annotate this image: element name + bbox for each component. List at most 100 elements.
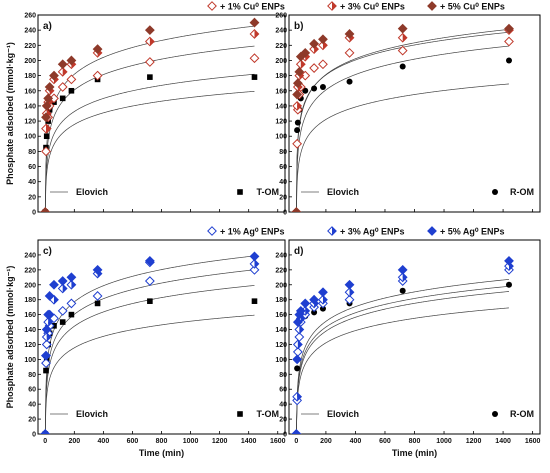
x-tick-label: 1200	[466, 438, 482, 445]
panel-label: c)	[43, 246, 52, 257]
y-tick-label: 240	[275, 252, 287, 259]
diamond-outline	[92, 268, 103, 279]
y-tick-label: 40	[279, 179, 287, 186]
panel-label: a)	[43, 21, 52, 32]
y-tick-label: 160	[24, 312, 36, 319]
data-point	[41, 324, 52, 335]
x-tick-label: 200	[68, 438, 80, 445]
data-point	[41, 332, 52, 342]
data-point	[57, 82, 68, 92]
data-point	[44, 291, 55, 301]
data-point	[68, 87, 75, 94]
data-point	[318, 294, 328, 305]
diamond-right-half	[71, 280, 76, 289]
y-tick-label: 0	[283, 432, 287, 439]
data-point	[144, 255, 155, 266]
data-point	[292, 391, 303, 402]
y-tick-label: 20	[28, 417, 36, 424]
data-point	[57, 283, 68, 294]
elovich-legend-label: Elovich	[76, 409, 108, 419]
diamond-left-half	[41, 124, 46, 133]
data-point	[66, 272, 77, 283]
y-tick-label: 100	[24, 134, 36, 141]
data-point	[144, 36, 155, 47]
data-point	[144, 25, 155, 36]
data-point	[300, 298, 311, 309]
elovich-fit-line	[296, 31, 510, 212]
elovich-legend-label: Elovich	[327, 187, 359, 197]
data-point	[66, 55, 77, 66]
diamond-right-half	[62, 67, 67, 77]
y-tick-label: 100	[24, 357, 36, 364]
diamond-left-half	[43, 317, 49, 327]
diamond-right-half	[349, 288, 354, 297]
data-point	[399, 287, 406, 294]
data-point	[144, 57, 155, 67]
x-tick-label: 1400	[241, 438, 257, 445]
data-point	[92, 264, 103, 275]
y-tick-label: 160	[24, 88, 36, 95]
data-point	[147, 74, 153, 80]
x-tick-label: 1200	[212, 438, 228, 445]
data-point	[318, 287, 328, 298]
legend-label: + 3% Cu⁰ ENPs	[340, 2, 405, 12]
data-point	[44, 82, 55, 92]
x-axis-label: Time (min)	[392, 448, 437, 458]
diamond-right-half	[45, 124, 51, 133]
legend-marker	[327, 226, 337, 236]
y-tick-label: 180	[275, 73, 287, 80]
data-point	[41, 358, 51, 369]
diamond-left-half	[295, 325, 300, 334]
diamond-outline	[504, 261, 514, 272]
data-point	[249, 264, 260, 275]
y-tick-label: 40	[279, 402, 287, 409]
diamond-right-half	[332, 226, 337, 236]
plot-frame	[37, 14, 286, 213]
series-3	[40, 17, 260, 212]
data-point	[397, 264, 408, 275]
data-point	[344, 287, 355, 298]
y-tick-label: 120	[275, 342, 287, 349]
control-legend-label: R-OM	[510, 187, 534, 197]
diamond-outline	[344, 32, 355, 43]
diamond-outline	[318, 294, 328, 305]
x-tick-label: 400	[350, 438, 362, 445]
y-tick-label: 120	[24, 342, 36, 349]
data-point	[399, 63, 406, 70]
legend-label: + 5% Ag⁰ ENPs	[440, 227, 505, 237]
y-tick-label: 160	[275, 88, 287, 95]
elovich-fit-line	[296, 279, 510, 434]
diamond-right-half	[46, 332, 51, 342]
control-legend-marker	[492, 411, 498, 417]
data-point	[292, 101, 303, 111]
data-point	[309, 63, 320, 73]
y-tick-label: 60	[28, 164, 36, 171]
data-point	[346, 78, 353, 85]
diamond-outline	[292, 339, 303, 350]
diamond-outline	[327, 226, 337, 236]
data-point	[249, 258, 260, 269]
diamond-left-half	[292, 392, 298, 401]
data-point	[291, 429, 302, 434]
data-point	[397, 32, 408, 43]
y-tick-label: 80	[28, 372, 36, 379]
data-point	[294, 365, 301, 372]
diamond-right-half	[48, 317, 53, 327]
y-tick-label: 0	[32, 432, 36, 439]
x-tick-label: 600	[379, 438, 391, 445]
control-legend-label: T-OM	[257, 409, 280, 419]
data-point	[292, 317, 303, 327]
diamond-left-half	[250, 259, 255, 269]
data-point	[40, 429, 51, 434]
y-tick-label: 220	[24, 43, 36, 50]
y-tick-label: 200	[24, 282, 36, 289]
diamond-left-half	[296, 60, 301, 69]
elovich-fit-line	[296, 291, 510, 434]
diamond-left-half	[327, 1, 332, 11]
y-tick-label: 260	[24, 13, 36, 20]
data-point	[344, 279, 355, 290]
diamond-right-half	[149, 37, 155, 46]
elovich-legend-label: Elovich	[327, 409, 359, 419]
